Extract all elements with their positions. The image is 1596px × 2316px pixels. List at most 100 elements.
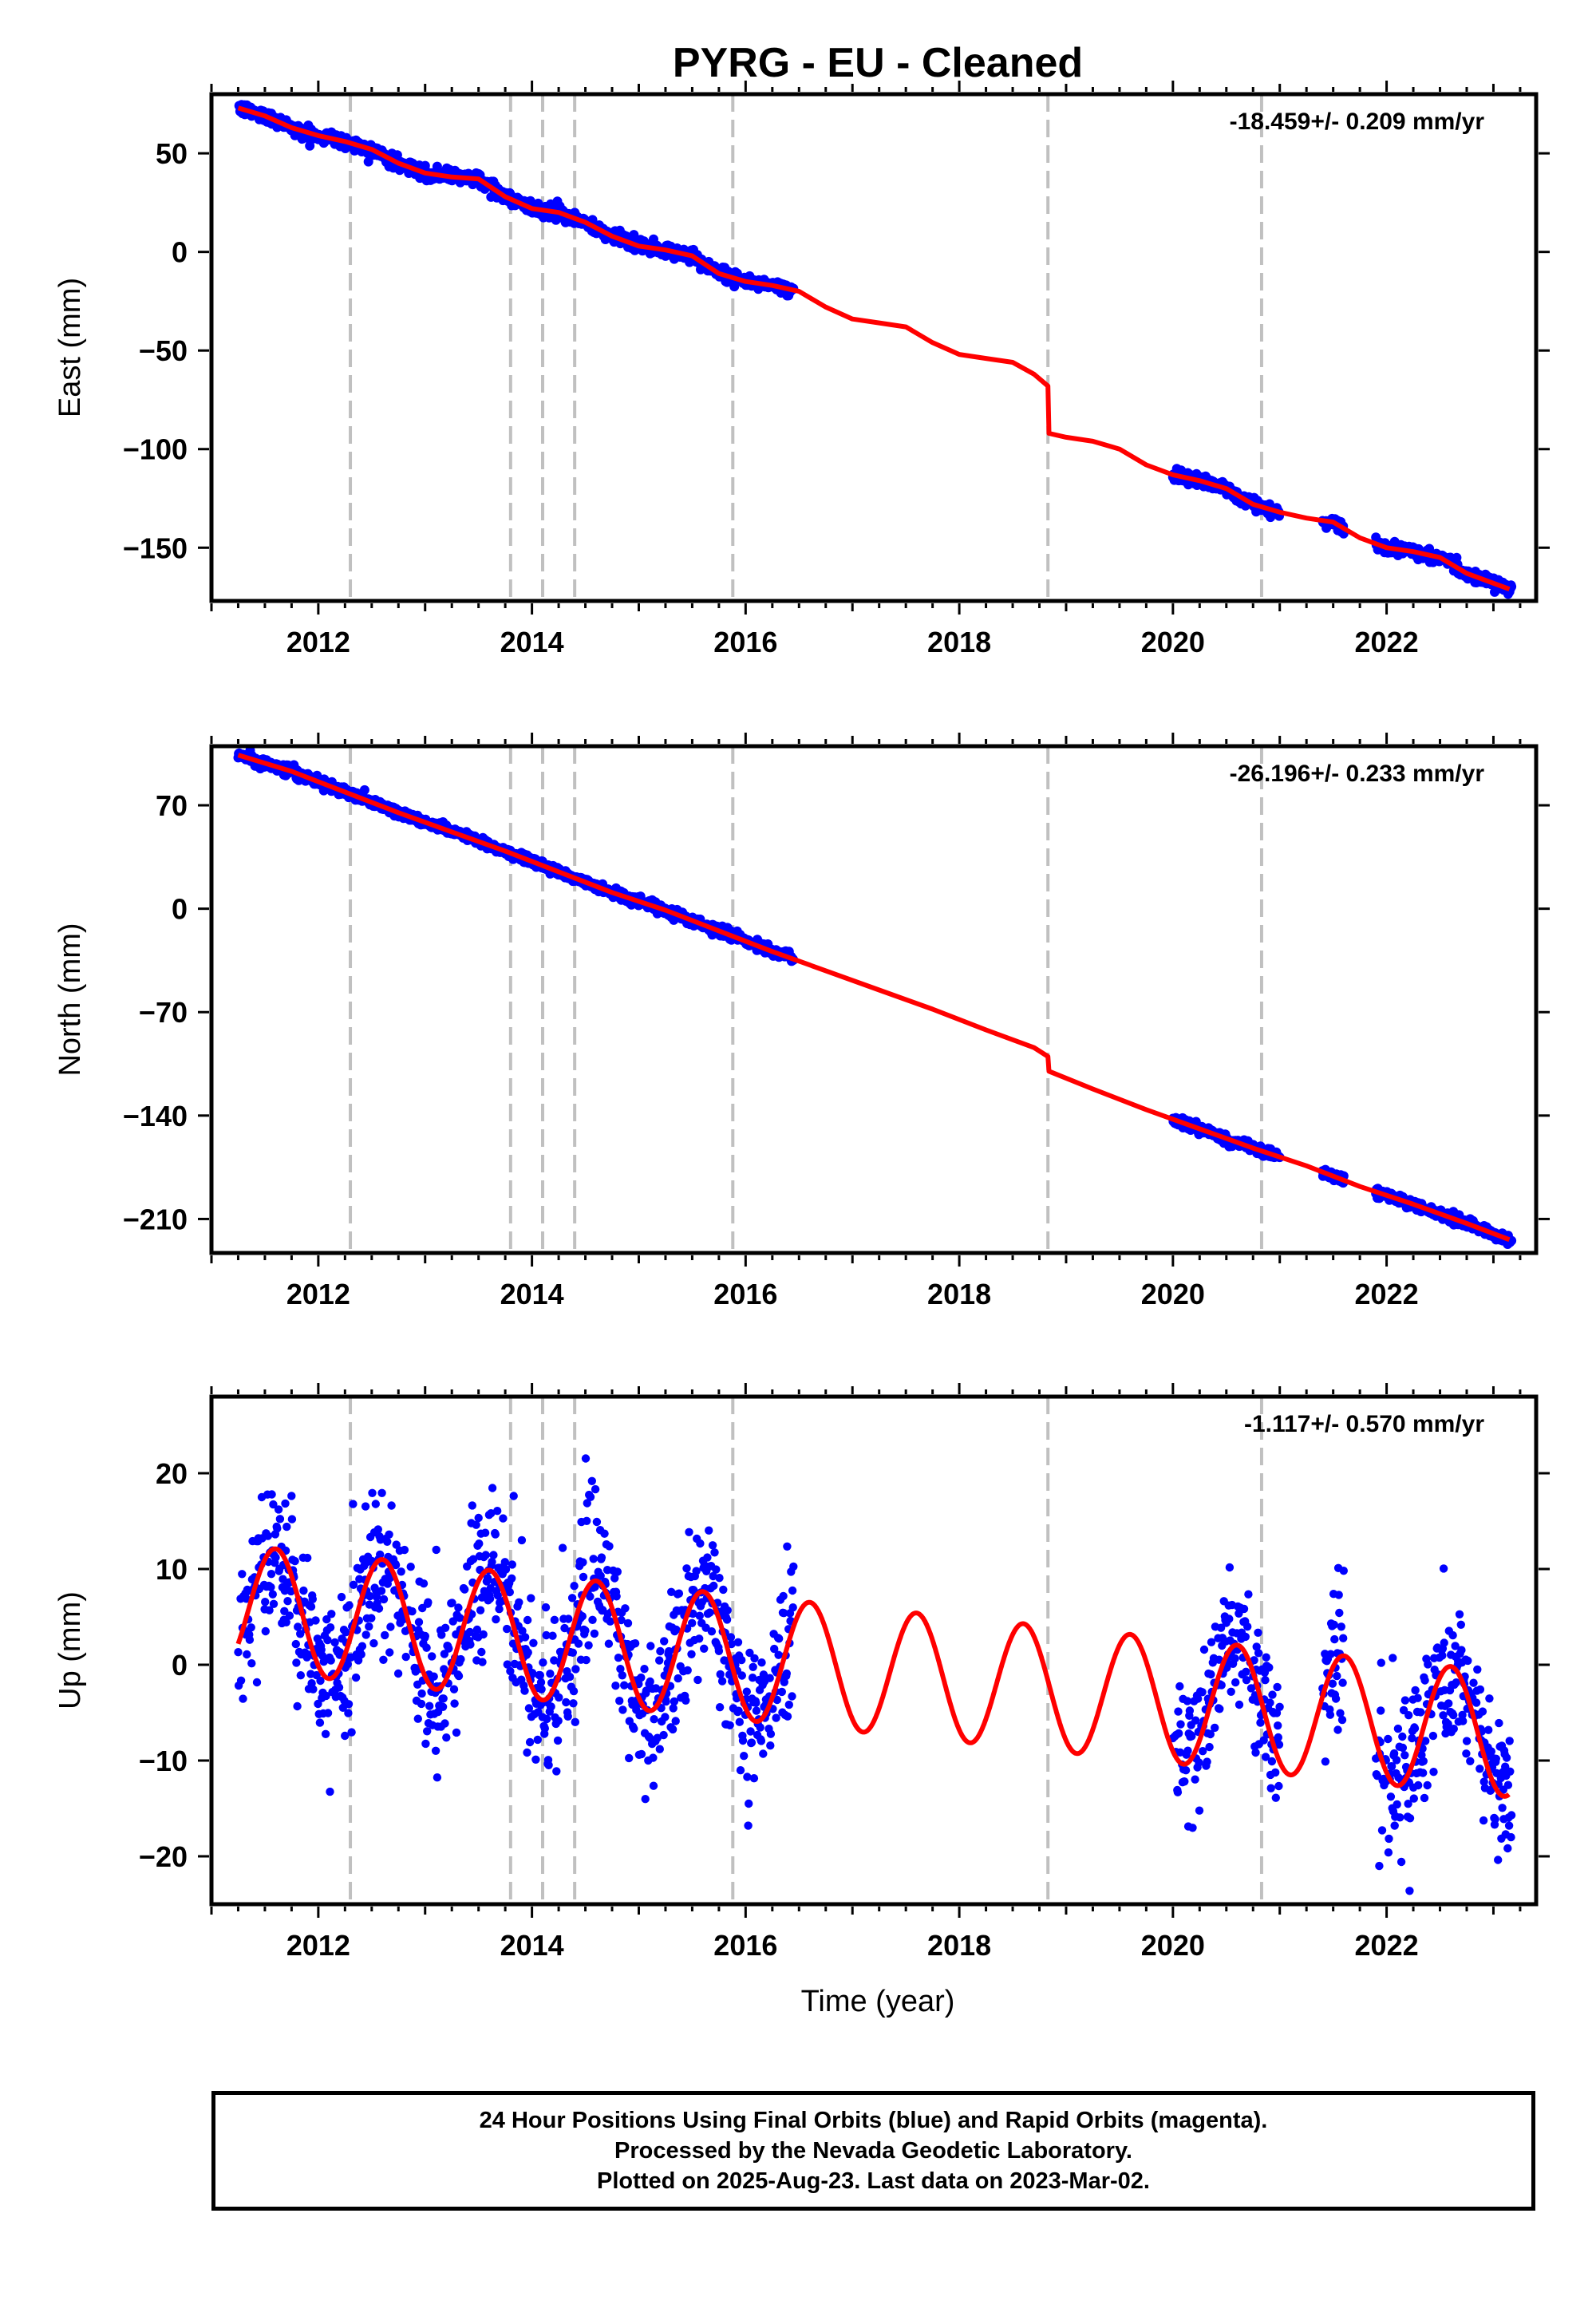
up-data-point [642, 1686, 651, 1695]
up-data-point [1274, 1740, 1284, 1749]
north-plot-area [233, 746, 1517, 1253]
up-data-point [1428, 1731, 1438, 1741]
up-data-point [578, 1612, 587, 1621]
up-data-point [1275, 1702, 1284, 1711]
up-data-point [326, 1787, 334, 1796]
up-data-point [784, 1700, 793, 1709]
up-data-point [630, 1639, 640, 1648]
up-data-point [570, 1582, 579, 1591]
up-data-point [574, 1639, 583, 1648]
y-tick-label: 0 [172, 893, 188, 926]
up-data-point [1484, 1725, 1493, 1734]
x-axis-label: Time (year) [801, 1985, 955, 2018]
up-data-point [271, 1553, 280, 1562]
up-data-point [535, 1670, 544, 1680]
up-data-point [1271, 1768, 1280, 1777]
up-data-point [543, 1714, 551, 1724]
up-data-point [438, 1702, 448, 1711]
up-data-point [779, 1591, 788, 1601]
up-data-point [637, 1673, 646, 1682]
up-data-point [670, 1697, 679, 1706]
up-data-point [454, 1671, 464, 1681]
up-data-point [667, 1587, 676, 1597]
up-data-point [1375, 1861, 1384, 1871]
up-data-point [283, 1597, 292, 1606]
up-data-point [308, 1595, 317, 1604]
up-data-point [345, 1601, 354, 1610]
up-data-point [478, 1658, 487, 1666]
y-tick-label: 20 [156, 1457, 188, 1490]
up-data-point [525, 1737, 535, 1747]
up-data-point [1409, 1794, 1419, 1803]
up-data-point [1389, 1749, 1399, 1758]
up-data-point [606, 1617, 614, 1626]
up-data-point [1244, 1590, 1253, 1599]
up-data-point [440, 1623, 450, 1633]
up-data-point [703, 1553, 712, 1562]
up-data-point [1181, 1766, 1191, 1775]
up-data-point [689, 1609, 697, 1618]
up-data-point [321, 1729, 330, 1738]
up-data-point [552, 1767, 561, 1776]
up-data-point [433, 1773, 442, 1782]
up-data-point [745, 1799, 753, 1808]
up-data-point [296, 1671, 305, 1680]
up-data-point [649, 1781, 658, 1790]
up-data-point [1398, 1743, 1408, 1753]
y-tick-label: −100 [123, 433, 188, 466]
up-data-point [1476, 1765, 1484, 1773]
up-data-point [236, 1676, 246, 1685]
up-data-point [323, 1635, 332, 1645]
up-data-point [780, 1609, 788, 1618]
east-plot-area [234, 94, 1517, 601]
up-data-point [309, 1685, 318, 1694]
up-data-point [379, 1595, 389, 1604]
up-data-point [524, 1704, 534, 1713]
up-data-point [1502, 1753, 1511, 1762]
up-data-point [1191, 1716, 1200, 1725]
up-data-point [1252, 1642, 1261, 1651]
up-data-point [744, 1821, 753, 1830]
x-tick-label: 2022 [1355, 1278, 1419, 1310]
up-data-point [1274, 1733, 1283, 1742]
up-data-point [349, 1500, 358, 1508]
up-data-point [1419, 1769, 1428, 1777]
up-data-point [1243, 1622, 1252, 1631]
up-data-point [1507, 1811, 1516, 1820]
up-data-point [1325, 1710, 1335, 1719]
up-data-point [618, 1705, 627, 1714]
up-data-point [373, 1525, 382, 1534]
up-data-point [548, 1631, 557, 1640]
up-data-point [274, 1505, 283, 1514]
up-data-point [342, 1628, 350, 1637]
up-data-point [1479, 1777, 1488, 1786]
up-data-point [452, 1728, 461, 1737]
up-data-point [234, 1648, 243, 1657]
up-data-point [1268, 1690, 1277, 1699]
up-data-point [550, 1615, 559, 1625]
up-data-point [712, 1565, 721, 1574]
up-y-axis-label: Up (mm) [53, 1591, 87, 1709]
up-data-point [243, 1650, 251, 1659]
up-data-point [1405, 1814, 1415, 1823]
up-data-point [533, 1735, 542, 1745]
up-data-point [1203, 1757, 1211, 1766]
up-data-point [757, 1658, 766, 1667]
up-data-point [1336, 1709, 1345, 1717]
up-data-point [428, 1652, 437, 1661]
up-data-point [708, 1541, 717, 1550]
up-data-point [1400, 1751, 1409, 1760]
up-data-point [1413, 1694, 1422, 1702]
up-data-point [715, 1574, 724, 1583]
up-data-point [429, 1672, 438, 1681]
up-data-point [1261, 1676, 1270, 1685]
up-data-point [1273, 1682, 1282, 1692]
up-data-point [555, 1693, 563, 1702]
up-data-point [1174, 1729, 1183, 1738]
up-data-point [1464, 1656, 1472, 1666]
up-data-point [1455, 1610, 1464, 1619]
up-data-point [1266, 1784, 1275, 1792]
up-data-point [1173, 1788, 1183, 1796]
up-data-point [365, 1591, 374, 1601]
up-data-point [722, 1615, 732, 1624]
